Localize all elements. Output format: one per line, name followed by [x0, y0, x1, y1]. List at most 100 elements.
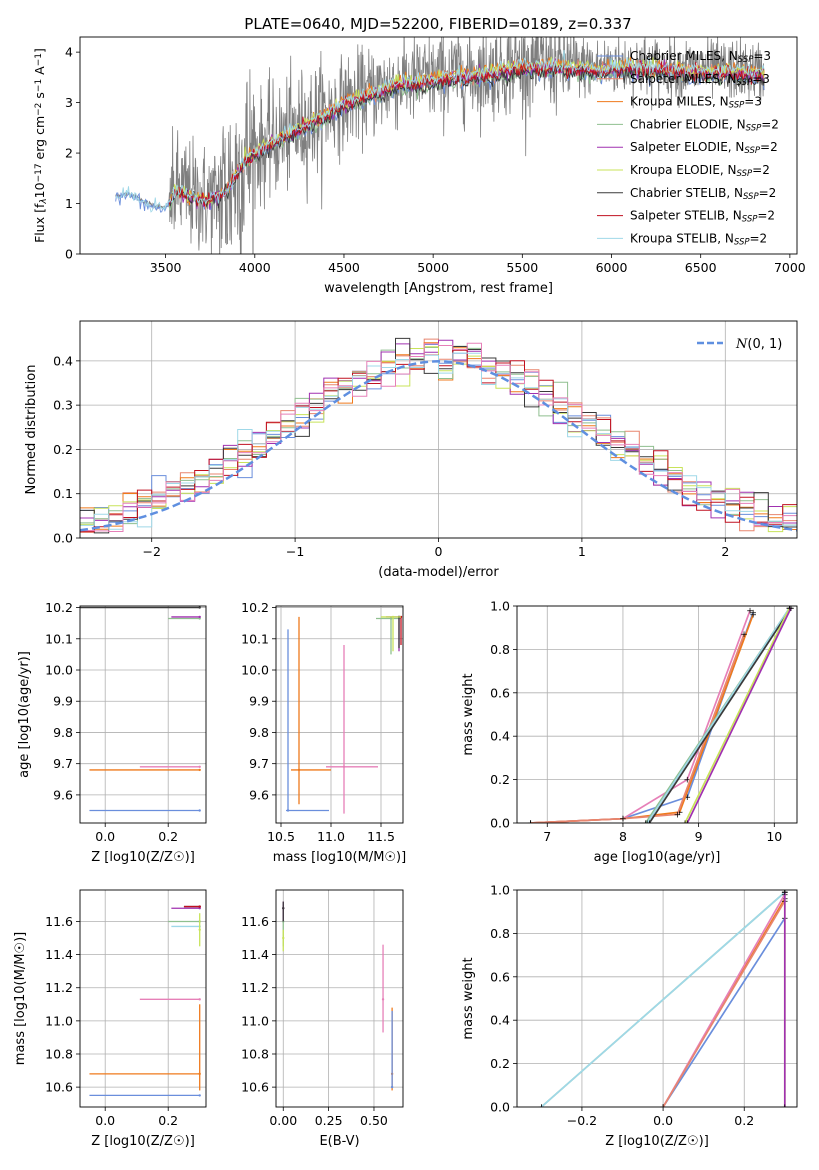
y-tick-label: 0.6	[490, 969, 510, 984]
x-tick-label: 5500	[506, 260, 538, 275]
x-tick-label: −0.2	[567, 1113, 597, 1128]
point-marker: +	[683, 793, 691, 803]
y-tick-label: 9.9	[249, 694, 269, 709]
y-tick-label: 0.0	[490, 816, 510, 831]
data-point	[390, 1085, 394, 1089]
model-spectrum-line	[168, 64, 765, 209]
point-marker: +	[674, 810, 682, 820]
legend-label: Kroupa STELIB, NSSP=2	[630, 231, 767, 247]
residuals-ylabel: Normed distribution	[24, 365, 39, 495]
y-tick-label: 10.1	[241, 631, 269, 646]
y-tick-label: 9.9	[53, 694, 73, 709]
mass_vs_Z-axes: 0.0 0.2 10.6 10.8 11.0 11.2 11.4 11.6	[45, 890, 206, 1128]
y-tick-label: 9.7	[249, 756, 269, 771]
point-marker: +	[681, 819, 689, 829]
y-tick-label: 1.0	[490, 883, 510, 898]
data-point	[286, 809, 290, 812]
y-tick-label: 0.4	[490, 729, 510, 744]
y-tick-label: 10.0	[45, 663, 73, 678]
normal-curve	[80, 360, 797, 532]
x-tick-label: 9	[695, 829, 703, 844]
spectrum-axes: 3500 4000 4500 5000 5500 6000 6500 7000 0 1 2 3 4	[65, 45, 806, 275]
data-point	[198, 1094, 201, 1097]
point-marker: +	[527, 819, 535, 829]
point-marker: +	[619, 815, 627, 825]
cumulative-line	[662, 917, 786, 1107]
x-tick-label: 8	[619, 829, 627, 844]
y-tick-label: 0.8	[490, 642, 510, 657]
data-point	[342, 765, 346, 768]
cumulative-line	[646, 607, 791, 823]
data-point	[389, 617, 393, 620]
point-marker: +	[787, 604, 795, 614]
data-point	[381, 998, 385, 1001]
data-point	[198, 606, 201, 609]
cumulative-line	[648, 607, 792, 823]
mass_vs_Z-ylabel: mass [log10(M/M☉)]	[13, 932, 28, 1065]
x-tick-label: 0.0	[95, 1113, 115, 1128]
y-tick-label: 3	[65, 95, 73, 110]
point-marker: +	[787, 604, 795, 614]
cumulative-line	[662, 900, 786, 1107]
massweight_vs_Z-axes: −0.2 0.0 0.2 0.0 0.2 0.4 0.6 0.8 1.0	[490, 883, 797, 1128]
data-spectrum-line	[115, 37, 766, 254]
residuals-frame	[79, 320, 798, 539]
massweight_vs_Z-ylabel: mass weight	[461, 957, 476, 1039]
x-tick-label: 1	[578, 544, 586, 559]
y-tick-label: 0.4	[53, 353, 73, 368]
point-marker: +	[659, 1103, 667, 1113]
spectrum-ylabel: Flux [fλ10−17 erg cm−2 s−1 A−1]	[32, 48, 49, 243]
mass_vs_Z-frame	[79, 889, 207, 1108]
residuals-xlabel: (data-model)/error	[378, 565, 499, 580]
y-tick-label: 11.4	[241, 947, 269, 962]
y-tick-label: 11.4	[45, 947, 73, 962]
y-tick-label: 10.2	[45, 600, 73, 615]
y-tick-label: 4	[65, 45, 73, 60]
point-marker: +	[683, 819, 691, 829]
y-tick-label: 0.2	[490, 772, 510, 787]
massweight_vs_age-axes: 7 8 9 10 0.0 0.2 0.4 0.6 0.8 1.0	[490, 599, 797, 844]
x-tick-label: 2	[721, 544, 729, 559]
mass_vs_ebv-axes: 0.00 0.25 0.50 10.6 10.8 11.0 11.2 11.4 11.6	[241, 890, 403, 1128]
point-marker: +	[527, 819, 535, 829]
y-tick-label: 11.6	[241, 914, 269, 929]
y-tick-label: 0.4	[490, 1013, 510, 1028]
y-tick-label: 10.2	[241, 600, 269, 615]
x-tick-label: 11.0	[317, 829, 345, 844]
residual-histogram	[80, 342, 797, 532]
age_vs_Z-ylabel: age [log10(age/yr)]	[17, 651, 32, 778]
point-marker: +	[740, 630, 748, 640]
x-tick-label: 0.25	[315, 1113, 343, 1128]
x-tick-label: 0.0	[653, 1113, 673, 1128]
point-marker: +	[683, 776, 691, 786]
y-tick-label: 9.8	[249, 725, 269, 740]
point-marker: +	[527, 819, 535, 829]
y-tick-label: 10.8	[45, 1046, 73, 1061]
data-point	[198, 1072, 201, 1076]
point-marker: +	[676, 808, 684, 818]
y-tick-label: 11.2	[45, 980, 73, 995]
x-tick-label: 0.00	[269, 1113, 297, 1128]
data-point	[297, 768, 301, 772]
age_vs_mass-axes: 10.5 11.0 11.5 9.6 9.7 9.8 9.9 10.0 10.1 10.2	[241, 600, 403, 844]
x-tick-label: 10.5	[267, 829, 295, 844]
y-tick-label: 9.6	[53, 787, 73, 802]
legend-label: Salpeter STELIB, NSSP=2	[630, 209, 775, 225]
point-marker: +	[659, 1103, 667, 1113]
x-tick-label: 7000	[774, 260, 806, 275]
x-tick-label: −1	[286, 544, 304, 559]
x-tick-label: 11.5	[367, 829, 395, 844]
point-marker: +	[781, 1103, 789, 1113]
y-tick-label: 11.0	[45, 1013, 73, 1028]
mass_vs_ebv-frame	[275, 889, 404, 1108]
data-point	[198, 768, 201, 772]
y-tick-label: 10.6	[241, 1080, 269, 1095]
legend-label: Kroupa ELODIE, NSSP=2	[630, 163, 770, 179]
y-tick-label: 0	[65, 247, 73, 262]
point-marker: +	[538, 1103, 546, 1113]
y-tick-label: 0.0	[53, 531, 73, 546]
cumulative-line	[686, 607, 792, 823]
legend-label: Salpeter MILES, NSSP=3	[630, 72, 770, 88]
age_vs_Z-frame	[79, 605, 207, 824]
data-point	[198, 928, 201, 931]
